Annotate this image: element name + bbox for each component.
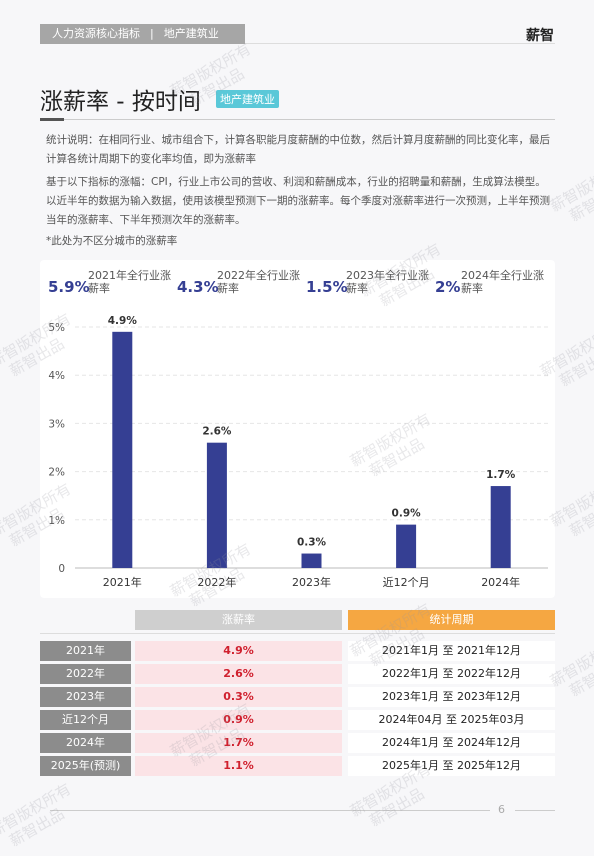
x-tick-label: 2024年 xyxy=(481,575,520,589)
rate-cell: 2.6% xyxy=(135,664,342,684)
y-tick-label: 4% xyxy=(48,370,65,382)
value-label: 1.7% xyxy=(486,469,516,481)
rate-cell: 0.9% xyxy=(135,710,342,730)
y-tick-label: 2% xyxy=(48,467,65,479)
industry-tag: 地产建筑业 xyxy=(216,90,279,108)
kpi-value: 2% xyxy=(435,278,461,296)
header-section: 人力资源核心指标 xyxy=(52,27,140,40)
row-label: 2025年(预测) xyxy=(40,756,131,776)
header-rule xyxy=(245,43,555,44)
footer-rule xyxy=(515,810,555,811)
page-number: 6 xyxy=(498,803,505,816)
rate-cell: 1.1% xyxy=(135,756,342,776)
kpi-value: 5.9% xyxy=(48,278,90,296)
period-cell: 2024年1月 至 2024年12月 xyxy=(348,733,555,753)
note: 统计说明：在相同行业、城市组合下，计算各职能月度薪酬的中位数，然后计算月度薪酬的… xyxy=(46,134,550,165)
rate-cell: 1.7% xyxy=(135,733,342,753)
y-tick-label: 0 xyxy=(58,563,65,575)
footer-rule xyxy=(50,810,490,811)
x-tick-label: 2021年 xyxy=(103,575,142,589)
bar xyxy=(301,553,322,568)
period-cell: 2022年1月 至 2022年12月 xyxy=(348,664,555,684)
period-cell: 2023年1月 至 2023年12月 xyxy=(348,687,555,707)
y-tick-label: 3% xyxy=(48,418,65,430)
row-label: 2021年 xyxy=(40,641,131,661)
brand: 薪智 xyxy=(526,28,554,44)
row-label: 2024年 xyxy=(40,733,131,753)
note: *此处为不区分城市的涨薪率 xyxy=(46,235,178,247)
table-rule xyxy=(40,633,555,634)
kpi-label: 2023年全行业涨薪率 xyxy=(346,269,429,295)
header-bar: 人力资源核心指标 | 地产建筑业 xyxy=(40,24,245,44)
kpi-value: 1.5% xyxy=(306,278,348,296)
x-tick-label: 近12个月 xyxy=(383,576,430,589)
row-label: 近12个月 xyxy=(40,710,131,730)
x-tick-label: 2022年 xyxy=(197,575,236,589)
bar xyxy=(396,524,417,568)
value-label: 0.9% xyxy=(392,508,422,520)
y-tick-label: 1% xyxy=(48,515,65,527)
bar xyxy=(112,331,133,568)
row-label: 2022年 xyxy=(40,664,131,684)
period-cell: 2025年1月 至 2025年12月 xyxy=(348,756,555,776)
note: 基于以下指标的涨幅：CPI，行业上市公司的营收、利润和薪酬成本，行业的招聘量和薪… xyxy=(46,176,550,226)
kpi-label: 2024年全行业涨薪率 xyxy=(461,269,544,295)
table-header: 涨薪率 xyxy=(135,610,342,630)
period-cell: 2024年04月 至 2025年03月 xyxy=(348,710,555,730)
rate-cell: 4.9% xyxy=(135,641,342,661)
y-tick-label: 5% xyxy=(48,322,65,334)
rate-cell: 0.3% xyxy=(135,687,342,707)
title-rule xyxy=(40,119,555,120)
x-tick-label: 2023年 xyxy=(292,575,331,589)
header-industry: 地产建筑业 xyxy=(163,27,219,40)
bar xyxy=(206,442,227,568)
period-cell: 2021年1月 至 2021年12月 xyxy=(348,641,555,661)
row-label: 2023年 xyxy=(40,687,131,707)
table-header: 统计周期 xyxy=(348,610,555,630)
bar xyxy=(490,486,511,568)
value-label: 0.3% xyxy=(297,537,327,549)
kpi-label: 2021年全行业涨薪率 xyxy=(88,269,171,295)
value-label: 2.6% xyxy=(202,426,232,438)
page-title: 涨薪率 - 按时间 xyxy=(40,89,201,115)
value-label: 4.9% xyxy=(108,315,138,327)
header-separator: | xyxy=(150,27,154,40)
kpi-label: 2022年全行业涨薪率 xyxy=(217,269,300,295)
title-accent xyxy=(40,118,64,121)
kpi-value: 4.3% xyxy=(177,278,219,296)
